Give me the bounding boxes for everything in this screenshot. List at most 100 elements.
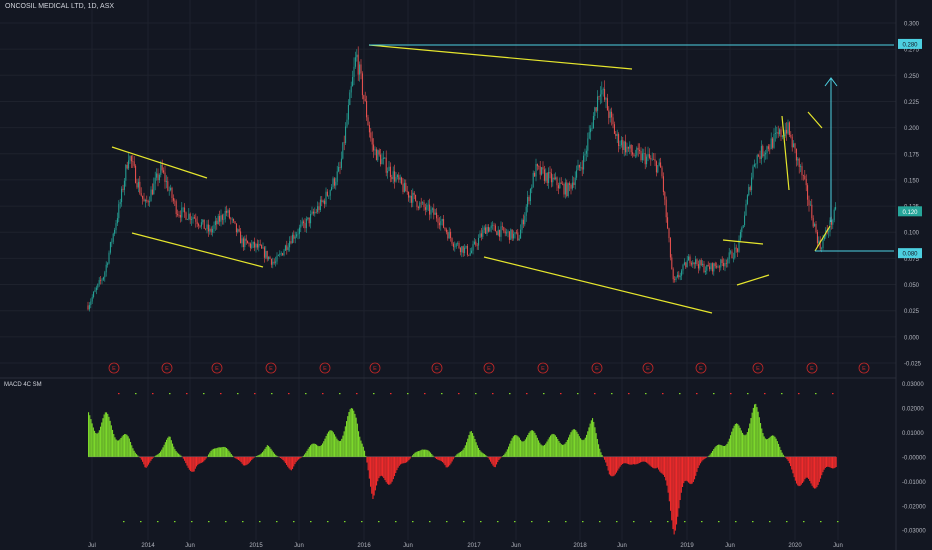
upper-trendline-2014[interactable] <box>111 146 208 179</box>
earnings-marker[interactable]: E <box>431 362 443 374</box>
candle-body <box>660 162 662 168</box>
macd-bar <box>302 455 304 457</box>
candle-body <box>760 146 762 160</box>
earnings-marker[interactable]: E <box>319 362 331 374</box>
candle-body <box>146 199 148 201</box>
earnings-circle <box>431 362 443 374</box>
macd-bar <box>236 456 238 460</box>
macd-signal-dot <box>781 393 783 395</box>
wedge-line-a[interactable] <box>781 115 790 191</box>
candle-body <box>655 161 657 173</box>
candle-body <box>503 227 505 232</box>
candle-body <box>697 264 699 269</box>
macd-signal-dot <box>361 521 363 523</box>
macd-bar <box>695 456 697 476</box>
macd-bar <box>184 456 186 461</box>
macd-signal-dot <box>339 393 341 395</box>
macd-bar <box>727 441 729 457</box>
time-axis[interactable]: Jul 2014 Jun 2015 Jun 2016 Jun 2017 Jun 2018 Jun 20… <box>88 543 843 549</box>
candle-body <box>410 195 412 203</box>
lower-trendline-2017[interactable] <box>483 256 713 314</box>
candle-body <box>226 210 228 213</box>
upper-trendline-2016[interactable] <box>368 44 633 70</box>
trendline-drawings[interactable] <box>111 44 894 314</box>
candle-body <box>378 150 380 155</box>
macd-bar <box>532 430 534 457</box>
upper-trendline-2019[interactable] <box>722 239 764 245</box>
candle-body <box>436 212 438 219</box>
earnings-marker[interactable]: E <box>161 362 173 374</box>
candle-body <box>595 107 597 111</box>
macd-bar <box>640 456 642 463</box>
candle-body <box>534 172 536 177</box>
macd-bar <box>378 456 380 479</box>
earnings-circle <box>265 362 277 374</box>
candle-body <box>494 225 496 232</box>
candle-body <box>314 211 316 214</box>
earnings-marker[interactable]: E <box>211 362 223 374</box>
macd-axis[interactable]: 0.03000 0.02000 0.01000 -0.00000 -0.01000 -0.… <box>902 382 926 535</box>
candle-body <box>728 252 730 259</box>
macd-bar <box>372 456 374 499</box>
macd-signal-dot <box>118 393 120 395</box>
candle-body <box>179 215 181 218</box>
candle-body <box>373 144 375 151</box>
earnings-marker[interactable]: E <box>642 362 654 374</box>
macd-bar <box>452 456 454 460</box>
macd-bar <box>251 456 253 460</box>
earnings-marker[interactable]: E <box>483 362 495 374</box>
earnings-marker[interactable]: E <box>591 362 603 374</box>
candle-body <box>788 122 790 135</box>
macd-bar <box>438 456 440 461</box>
earnings-marker[interactable]: E <box>752 362 764 374</box>
candle-body <box>591 128 593 130</box>
candle-body <box>723 263 725 267</box>
target-arrow-head[interactable] <box>824 77 838 87</box>
macd-signal-dot <box>237 393 239 395</box>
macd-bar <box>269 447 271 457</box>
candle-body <box>356 54 358 58</box>
macd-tick-label: -0.00000 <box>902 455 926 461</box>
macd-bar <box>431 454 433 457</box>
earnings-marker[interactable]: E <box>858 362 870 374</box>
candle-body <box>648 154 650 158</box>
candle-body <box>87 305 89 310</box>
macd-bar <box>222 446 224 457</box>
candle-body <box>108 252 110 264</box>
macd-bar <box>109 420 111 457</box>
earnings-marker[interactable]: E <box>265 362 277 374</box>
candle-body <box>347 104 349 120</box>
macd-bar <box>416 451 418 457</box>
candle-body <box>319 199 321 211</box>
candle-body <box>100 280 102 281</box>
candle-body <box>506 232 508 234</box>
candle-body <box>297 233 299 235</box>
wedge-line-c[interactable] <box>814 225 831 252</box>
macd-bar <box>748 428 750 457</box>
earnings-marker[interactable]: E <box>108 362 120 374</box>
earnings-marker[interactable]: E <box>806 362 818 374</box>
macd-bar <box>485 455 487 457</box>
macd-bar <box>442 456 444 463</box>
macd-bar <box>190 456 192 472</box>
candle-body <box>244 238 246 247</box>
earnings-marker[interactable]: E <box>369 362 381 374</box>
macd-bar <box>217 447 219 457</box>
lower-trendline-2019[interactable] <box>736 274 770 286</box>
macd-bar <box>790 456 792 467</box>
candle-body <box>213 225 215 229</box>
candle-body <box>308 217 310 224</box>
macd-bar <box>173 446 175 457</box>
earnings-marker[interactable]: E <box>695 362 707 374</box>
macd-bar <box>506 449 508 457</box>
macd-bar <box>622 456 624 464</box>
lower-trendline-2014[interactable] <box>131 232 264 268</box>
earnings-marker[interactable]: E <box>537 362 549 374</box>
candle-body <box>573 182 575 185</box>
macd-bar <box>767 438 769 457</box>
wedge-line-b[interactable] <box>807 111 823 129</box>
macd-bar <box>662 456 664 475</box>
macd-bar <box>641 456 643 462</box>
